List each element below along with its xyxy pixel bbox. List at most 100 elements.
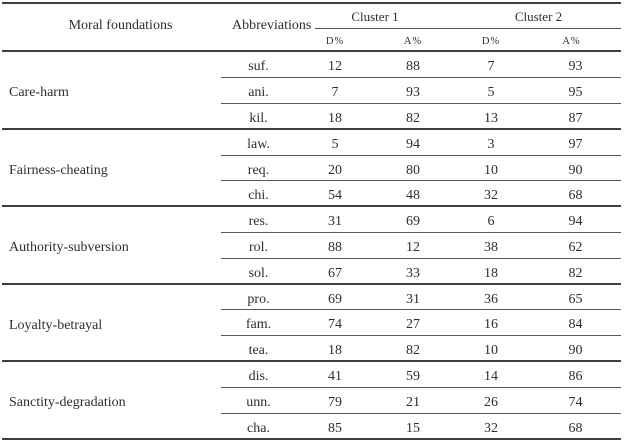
table-row: fam. 74 27 16 84 xyxy=(2,309,621,336)
abbreviation-cell: chi. xyxy=(221,180,296,207)
table-row: tea. 18 82 10 90 xyxy=(2,335,621,362)
header-a-percent-1: A% xyxy=(374,27,452,52)
value-cell: 82 xyxy=(374,335,452,362)
value-cell: 26 xyxy=(452,387,530,414)
value-cell: 69 xyxy=(296,284,374,310)
value-cell: 93 xyxy=(374,77,452,104)
value-cell: 18 xyxy=(296,103,374,130)
table-row: Sanctity-degradation dis. 41 59 14 86 xyxy=(2,361,621,440)
abbreviation-cell: req. xyxy=(221,155,296,181)
header-row-clusters: Moral foundations Abbreviations Cluster … xyxy=(2,3,621,52)
value-cell: 7 xyxy=(296,77,374,104)
foundation-cell: Sanctity-degradation xyxy=(2,361,221,440)
table-body: Care-harm suf. 12 88 7 93 ani. 7 93 5 95 kil. 18 82 13… xyxy=(2,51,621,440)
abbreviation-cell: tea. xyxy=(221,335,296,362)
table-row: unn. 79 21 26 74 xyxy=(2,387,621,414)
value-cell: 7 xyxy=(452,51,530,78)
table-row: rol. 88 12 38 62 xyxy=(2,232,621,259)
header-cluster-1-label: Cluster 1 xyxy=(351,8,399,24)
value-cell: 82 xyxy=(530,258,621,285)
table-row: ani. 7 93 5 95 xyxy=(2,77,621,104)
value-cell: 62 xyxy=(530,232,621,259)
foundation-cell: Care-harm xyxy=(2,51,221,130)
value-cell: 5 xyxy=(296,129,374,156)
value-cell: 41 xyxy=(296,361,374,388)
abbreviation-cell: rol. xyxy=(221,232,296,259)
table-row: Loyalty-betrayal pro. 69 31 36 65 xyxy=(2,284,621,362)
table-row: kil. 18 82 13 87 xyxy=(2,103,621,130)
value-cell: 15 xyxy=(374,413,452,440)
value-cell: 16 xyxy=(452,309,530,336)
value-cell: 87 xyxy=(530,103,621,130)
foundation-cell: Authority-subversion xyxy=(2,206,221,285)
cluster-header-rule xyxy=(315,28,621,29)
table-row: Authority-subversion res. 31 69 6 94 xyxy=(2,206,621,285)
value-cell: 5 xyxy=(452,77,530,104)
foundation-cell: Fairness-cheating xyxy=(2,129,221,207)
value-cell: 3 xyxy=(452,129,530,156)
header-moral-foundations: Moral foundations xyxy=(2,3,221,52)
value-cell: 33 xyxy=(374,258,452,285)
abbreviation-cell: res. xyxy=(221,206,296,233)
value-cell: 48 xyxy=(374,180,452,207)
value-cell: 95 xyxy=(530,77,621,104)
value-cell: 69 xyxy=(374,206,452,233)
header-d-percent-1: D% xyxy=(296,27,374,52)
header-d-percent-2: D% xyxy=(452,27,530,52)
abbreviation-cell: ani. xyxy=(221,77,296,104)
abbreviation-cell: unn. xyxy=(221,387,296,414)
value-cell: 12 xyxy=(374,232,452,259)
value-cell: 6 xyxy=(452,206,530,233)
header-abbreviations: Abbreviations xyxy=(221,3,311,52)
value-cell: 14 xyxy=(452,361,530,388)
value-cell: 10 xyxy=(452,335,530,362)
value-cell: 31 xyxy=(296,206,374,233)
value-cell: 27 xyxy=(374,309,452,336)
value-cell: 85 xyxy=(296,413,374,440)
value-cell: 54 xyxy=(296,180,374,207)
value-cell: 74 xyxy=(296,309,374,336)
value-cell: 90 xyxy=(530,335,621,362)
value-cell: 18 xyxy=(452,258,530,285)
abbreviation-cell: sol. xyxy=(221,258,296,285)
value-cell: 65 xyxy=(530,284,621,310)
value-cell: 84 xyxy=(530,309,621,336)
value-cell: 36 xyxy=(452,284,530,310)
value-cell: 82 xyxy=(374,103,452,130)
value-cell: 79 xyxy=(296,387,374,414)
header-cluster-2-label: Cluster 2 xyxy=(514,8,563,24)
value-cell: 93 xyxy=(530,51,621,78)
value-cell: 90 xyxy=(530,155,621,181)
value-cell: 32 xyxy=(452,180,530,207)
table-row: req. 20 80 10 90 xyxy=(2,155,621,181)
abbreviation-cell: suf. xyxy=(221,51,296,78)
header-row-sub: D% A% D% A% xyxy=(2,27,621,52)
abbreviation-cell: cha. xyxy=(221,413,296,440)
table-header: Moral foundations Abbreviations Cluster … xyxy=(2,3,621,52)
abbreviation-cell: dis. xyxy=(221,361,296,388)
abbreviation-cell: law. xyxy=(221,129,296,156)
value-cell: 12 xyxy=(296,51,374,78)
value-cell: 74 xyxy=(530,387,621,414)
value-cell: 32 xyxy=(452,413,530,440)
header-moral-foundations-label: Moral foundations xyxy=(68,17,173,33)
header-abbreviations-label: Abbreviations xyxy=(232,17,312,33)
foundation-cell: Loyalty-betrayal xyxy=(2,284,221,362)
table-row: sol. 67 33 18 82 xyxy=(2,258,621,285)
table-row: chi. 54 48 32 68 xyxy=(2,180,621,207)
table-row: cha. 85 15 32 68 xyxy=(2,413,621,440)
value-cell: 18 xyxy=(296,335,374,362)
value-cell: 67 xyxy=(296,258,374,285)
header-cluster-1: Cluster 1 xyxy=(296,3,452,27)
moral-foundations-table: Moral foundations Abbreviations Cluster … xyxy=(2,2,621,440)
value-cell: 13 xyxy=(452,103,530,130)
value-cell: 94 xyxy=(374,129,452,156)
abbreviation-cell: kil. xyxy=(221,103,296,130)
value-cell: 59 xyxy=(374,361,452,388)
value-cell: 31 xyxy=(374,284,452,310)
header-cluster-2: Cluster 2 xyxy=(452,3,621,27)
value-cell: 88 xyxy=(374,51,452,78)
table-row: Care-harm suf. 12 88 7 93 xyxy=(2,51,621,130)
value-cell: 68 xyxy=(530,180,621,207)
